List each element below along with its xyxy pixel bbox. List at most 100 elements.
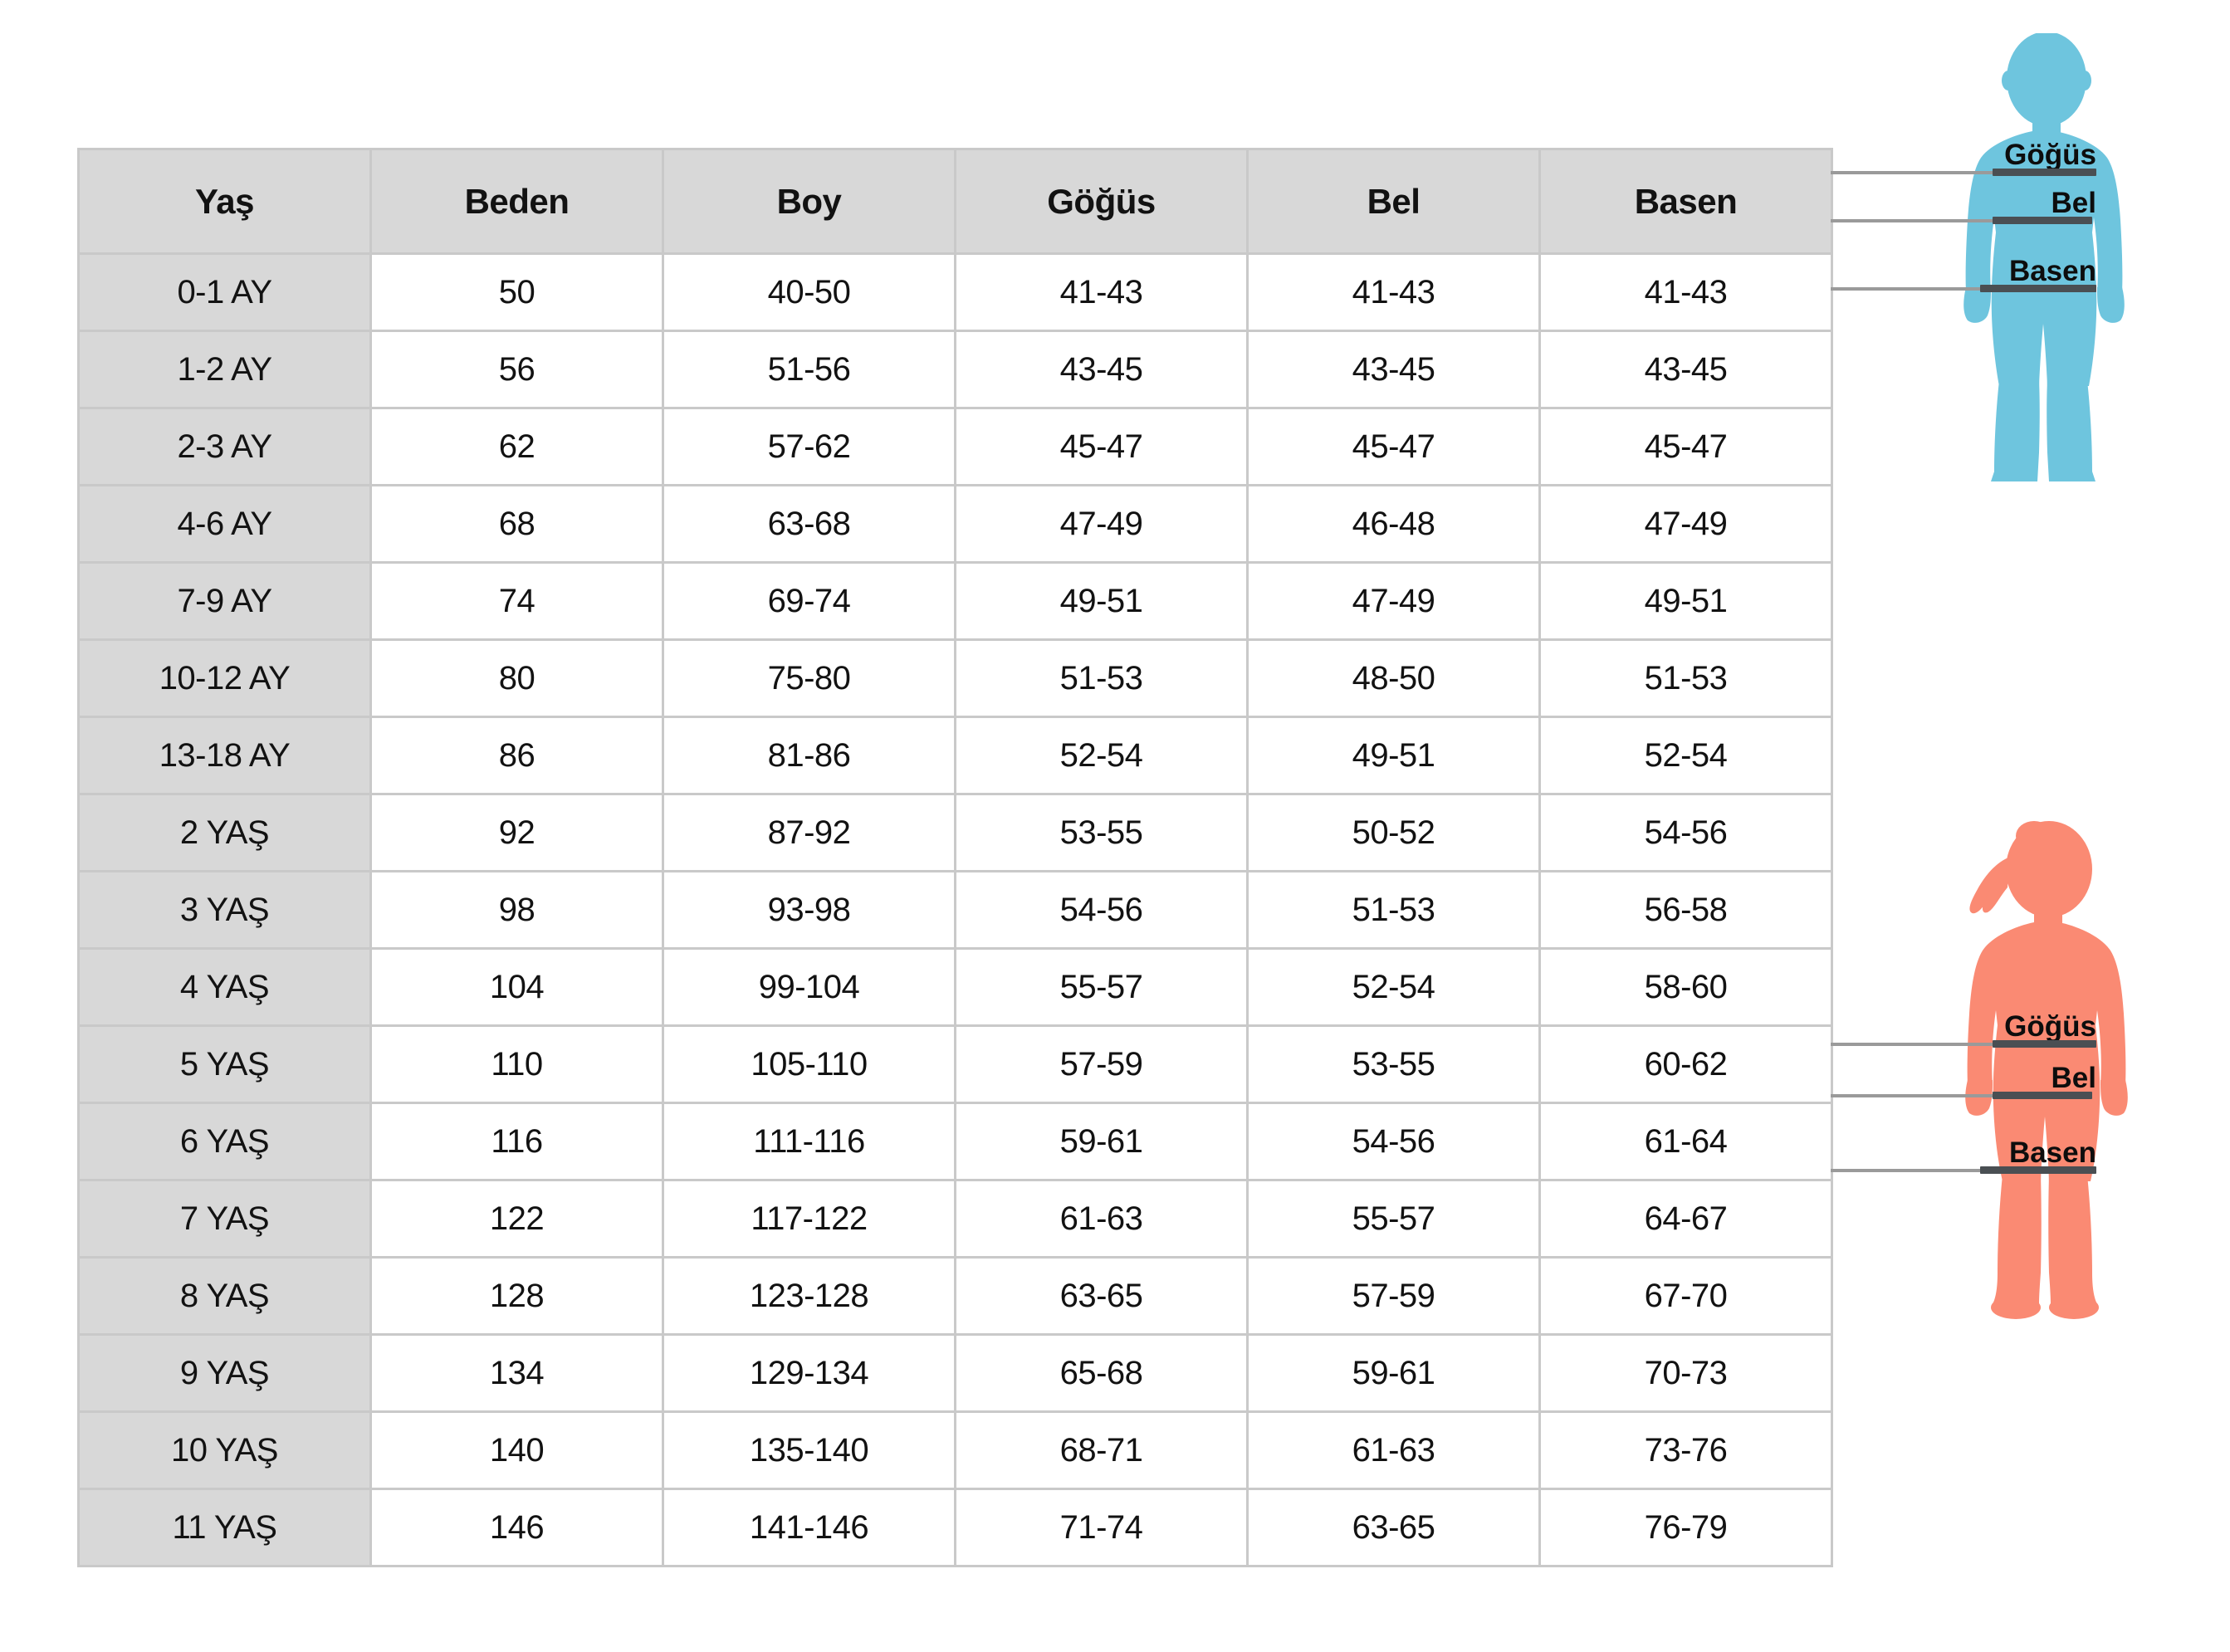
cell-beden: 92 (369, 793, 664, 872)
cell-age: 13-18 AY (77, 716, 372, 795)
cell-bel: 54-56 (1246, 1102, 1541, 1181)
cell-age: 0-1 AY (77, 252, 372, 332)
cell-basen: 73-76 (1538, 1410, 1833, 1490)
table-row: 0-1 AY 50 40-50 41-43 41-43 41-43 (77, 252, 1833, 332)
cell-beden: 140 (369, 1410, 664, 1490)
cell-gogus: 53-55 (954, 793, 1249, 872)
girl-bel-leader-line (1831, 1094, 2001, 1097)
table-row: 10 YAŞ 140 135-140 68-71 61-63 73-76 (77, 1410, 1833, 1490)
cell-beden: 50 (369, 252, 664, 332)
cell-beden: 116 (369, 1102, 664, 1181)
cell-gogus: 65-68 (954, 1333, 1249, 1413)
figures-panel: Göğüs Bel Basen (1831, 0, 2230, 1652)
cell-age: 9 YAŞ (77, 1333, 372, 1413)
cell-gogus: 71-74 (954, 1488, 1249, 1567)
cell-age: 1-2 AY (77, 330, 372, 409)
cell-beden: 128 (369, 1256, 664, 1336)
girl-basen-measure-bar (1980, 1166, 2096, 1174)
column-header-gogus: Göğüs (954, 148, 1249, 255)
cell-gogus: 63-65 (954, 1256, 1249, 1336)
cell-boy: 141-146 (662, 1488, 956, 1567)
size-table: Yaş Beden Boy Göğüs Bel Basen 0-1 AY 50 40… (77, 148, 1833, 1567)
cell-basen: 76-79 (1538, 1488, 1833, 1567)
boy-measure-bel-label: Bel (2051, 187, 2096, 219)
cell-basen: 45-47 (1538, 407, 1833, 486)
table-row: 2-3 AY 62 57-62 45-47 45-47 45-47 (77, 407, 1833, 486)
cell-beden: 68 (369, 484, 664, 564)
table-row: 10-12 AY 80 75-80 51-53 48-50 51-53 (77, 638, 1833, 718)
girl-measure-bel-label: Bel (2051, 1062, 2096, 1094)
column-header-basen: Basen (1538, 148, 1833, 255)
cell-bel: 53-55 (1246, 1024, 1541, 1104)
cell-age: 6 YAŞ (77, 1102, 372, 1181)
cell-age: 4-6 AY (77, 484, 372, 564)
table-row: 8 YAŞ 128 123-128 63-65 57-59 67-70 (77, 1256, 1833, 1336)
cell-basen: 67-70 (1538, 1256, 1833, 1336)
cell-boy: 93-98 (662, 870, 956, 950)
boy-bel-measure-bar (1993, 217, 2092, 224)
column-header-age: Yaş (77, 148, 372, 255)
cell-beden: 98 (369, 870, 664, 950)
cell-beden: 146 (369, 1488, 664, 1567)
cell-basen: 51-53 (1538, 638, 1833, 718)
cell-age: 2 YAŞ (77, 793, 372, 872)
cell-basen: 58-60 (1538, 947, 1833, 1027)
cell-basen: 47-49 (1538, 484, 1833, 564)
cell-gogus: 68-71 (954, 1410, 1249, 1490)
cell-age: 4 YAŞ (77, 947, 372, 1027)
cell-bel: 41-43 (1246, 252, 1541, 332)
cell-age: 5 YAŞ (77, 1024, 372, 1104)
cell-boy: 57-62 (662, 407, 956, 486)
cell-boy: 63-68 (662, 484, 956, 564)
cell-boy: 135-140 (662, 1410, 956, 1490)
girl-bel-measure-bar (1993, 1092, 2092, 1099)
cell-bel: 45-47 (1246, 407, 1541, 486)
size-table-container: Yaş Beden Boy Göğüs Bel Basen 0-1 AY 50 40… (77, 148, 1833, 1567)
boy-measure-gogus-label: Göğüs (2004, 139, 2096, 171)
cell-beden: 134 (369, 1333, 664, 1413)
table-row: 11 YAŞ 146 141-146 71-74 63-65 76-79 (77, 1488, 1833, 1567)
boy-bel-leader-line (1831, 219, 2001, 222)
table-row: 3 YAŞ 98 93-98 54-56 51-53 56-58 (77, 870, 1833, 950)
cell-boy: 69-74 (662, 561, 956, 641)
cell-age: 11 YAŞ (77, 1488, 372, 1567)
cell-age: 8 YAŞ (77, 1256, 372, 1336)
cell-gogus: 52-54 (954, 716, 1249, 795)
cell-gogus: 55-57 (954, 947, 1249, 1027)
cell-boy: 129-134 (662, 1333, 956, 1413)
cell-beden: 74 (369, 561, 664, 641)
table-header-row: Yaş Beden Boy Göğüs Bel Basen (77, 148, 1833, 255)
cell-boy: 99-104 (662, 947, 956, 1027)
cell-basen: 49-51 (1538, 561, 1833, 641)
cell-gogus: 57-59 (954, 1024, 1249, 1104)
cell-boy: 81-86 (662, 716, 956, 795)
table-row: 7 YAŞ 122 117-122 61-63 55-57 64-67 (77, 1179, 1833, 1259)
boy-measure-basen-label: Basen (2008, 255, 2096, 287)
column-header-beden: Beden (369, 148, 664, 255)
cell-basen: 64-67 (1538, 1179, 1833, 1259)
cell-basen: 41-43 (1538, 252, 1833, 332)
cell-bel: 63-65 (1246, 1488, 1541, 1567)
cell-gogus: 61-63 (954, 1179, 1249, 1259)
table-row: 4 YAŞ 104 99-104 55-57 52-54 58-60 (77, 947, 1833, 1027)
cell-gogus: 45-47 (954, 407, 1249, 486)
cell-age: 10 YAŞ (77, 1410, 372, 1490)
column-header-boy: Boy (662, 148, 956, 255)
boy-silhouette-icon (1963, 33, 2125, 481)
table-body: 0-1 AY 50 40-50 41-43 41-43 41-43 1-2 AY 56 51-5… (77, 252, 1833, 1567)
cell-gogus: 54-56 (954, 870, 1249, 950)
cell-bel: 49-51 (1246, 716, 1541, 795)
cell-basen: 56-58 (1538, 870, 1833, 950)
cell-boy: 40-50 (662, 252, 956, 332)
table-row: 7-9 AY 74 69-74 49-51 47-49 49-51 (77, 561, 1833, 641)
cell-bel: 59-61 (1246, 1333, 1541, 1413)
cell-bel: 57-59 (1246, 1256, 1541, 1336)
table-row: 13-18 AY 86 81-86 52-54 49-51 52-54 (77, 716, 1833, 795)
cell-beden: 86 (369, 716, 664, 795)
cell-beden: 80 (369, 638, 664, 718)
cell-boy: 117-122 (662, 1179, 956, 1259)
boy-gogus-measure-bar (1993, 169, 2096, 176)
table-row: 5 YAŞ 110 105-110 57-59 53-55 60-62 (77, 1024, 1833, 1104)
cell-basen: 70-73 (1538, 1333, 1833, 1413)
